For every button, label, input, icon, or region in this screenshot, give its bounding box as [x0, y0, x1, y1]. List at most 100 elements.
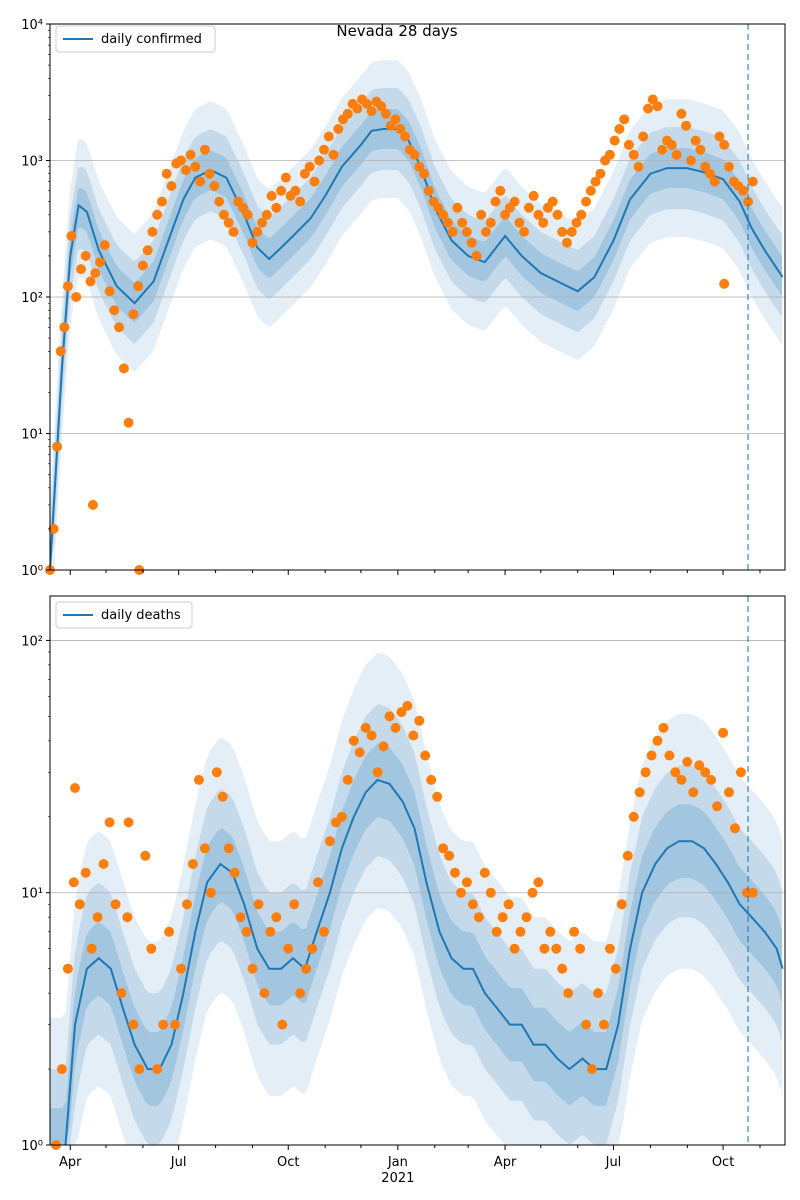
confirmed-observed-point — [628, 149, 639, 160]
x-tick-label: Jul — [605, 1155, 622, 1170]
deaths-observed-point — [313, 877, 323, 888]
deaths-observed-point — [265, 926, 276, 937]
deaths-observed-point — [336, 811, 347, 822]
deaths-observed-point — [289, 899, 300, 910]
confirmed-observed-point — [495, 185, 506, 196]
confirmed-observed-point — [59, 322, 70, 333]
deaths-observed-point — [68, 877, 79, 888]
x-year-label: 2021 — [381, 1171, 414, 1186]
deaths-observed-point — [694, 760, 705, 771]
confirmed-observed-point — [519, 226, 530, 237]
deaths-observed-point — [622, 850, 633, 861]
confirmed-model-line — [50, 128, 784, 570]
deaths-observed-point — [74, 899, 85, 910]
confirmed-observed-point — [390, 114, 401, 125]
deaths-y-tick-label: 10¹ — [21, 887, 43, 902]
deaths-observed-point — [70, 783, 80, 793]
confirmed-y-tick-label: 10⁴ — [21, 18, 43, 33]
deaths-observed-point — [348, 735, 359, 746]
confirmed-observed-point — [433, 202, 444, 213]
deaths-observed-point — [384, 711, 395, 722]
confirmed-observed-point — [461, 226, 472, 237]
deaths-observed-point — [670, 767, 681, 778]
confirmed-observed-point — [538, 217, 549, 228]
confirmed-observed-point — [123, 417, 134, 428]
deaths-gridlines — [50, 640, 785, 894]
confirmed-observed-point — [676, 108, 687, 119]
deaths-observed-point — [628, 811, 639, 822]
deaths-observed-point — [557, 963, 568, 974]
deaths-observed-point — [610, 963, 621, 974]
confirmed-observed-point — [109, 305, 120, 316]
deaths-observed-point — [92, 912, 103, 923]
confirmed-observed-point — [323, 131, 334, 142]
confirmed-observed-point — [247, 237, 258, 248]
confirmed-observed-point — [709, 176, 720, 187]
confirmed-observed-point — [161, 168, 172, 179]
confirmed-observed-point — [342, 108, 353, 119]
confirmed-observed-point — [590, 176, 601, 187]
deaths-observed-point — [372, 767, 383, 778]
deaths-observed-point — [128, 1019, 139, 1030]
deaths-observed-point — [140, 850, 151, 861]
confirmed-model-median-line — [50, 128, 784, 570]
confirmed-observed-point — [80, 250, 91, 261]
confirmed-y-tick-label: 10² — [21, 291, 43, 306]
deaths-observed-point — [527, 887, 538, 898]
confirmed-observed-point — [566, 226, 577, 237]
confirmed-observed-point — [290, 185, 301, 196]
confirmed-observed-point — [442, 217, 453, 228]
confirmed-observed-point — [66, 231, 77, 241]
deaths-uncertainty-bands — [50, 652, 782, 1145]
x-tick-label: Oct — [277, 1155, 299, 1170]
deaths-observed-point — [247, 963, 258, 974]
confirmed-observed-point — [452, 202, 463, 213]
deaths-observed-point — [551, 943, 562, 954]
deaths-observed-point — [426, 774, 437, 785]
deaths-observed-point — [158, 1019, 169, 1030]
deaths-observed-point — [664, 750, 675, 761]
confirmed-observed-point — [55, 346, 66, 357]
chart-title: Nevada 28 days — [336, 22, 457, 40]
deaths-y-tick-label: 10² — [21, 634, 43, 649]
deaths-model-median-line — [64, 778, 784, 1145]
deaths-observed-point — [301, 963, 312, 974]
confirmed-observed-point — [576, 209, 587, 220]
deaths-observed-point — [205, 887, 216, 898]
deaths-observed-point — [80, 867, 91, 878]
confirmed-observed-point — [87, 499, 98, 510]
deaths-observed-point — [110, 899, 121, 910]
deaths-observed-point — [134, 1064, 145, 1075]
deaths-observed-point — [521, 912, 532, 923]
deaths-observed-point — [122, 912, 133, 923]
confirmed-observed-point — [533, 209, 544, 220]
deaths-observed-point — [718, 727, 729, 738]
confirmed-observed-point — [52, 441, 63, 452]
confirmed-observed-point — [128, 309, 139, 320]
deaths-observed-point — [598, 1019, 609, 1030]
confirmed-observed-point — [376, 101, 387, 112]
confirmed-observed-point — [747, 176, 758, 187]
confirmed-observed-point — [471, 250, 482, 261]
confirmed-observed-point — [395, 124, 406, 134]
deaths-observed-point — [366, 730, 377, 741]
deaths-observed-point — [545, 926, 556, 937]
confirmed-observed-point — [261, 209, 272, 220]
confirmed-observed-point — [643, 103, 653, 114]
deaths-observed-point — [271, 912, 282, 923]
confirmed-observed-point — [137, 260, 148, 271]
x-tick-label: Apr — [494, 1155, 517, 1170]
confirmed-observed-point — [500, 209, 511, 220]
confirmed-observed-point — [457, 217, 468, 228]
confirmed-observed-point — [552, 209, 563, 220]
deaths-observed-point — [420, 750, 431, 761]
deaths-observed-point — [676, 774, 687, 785]
deaths-observed-point — [712, 801, 723, 812]
deaths-observed-point — [581, 1019, 592, 1030]
confirmed-uncertainty-bands — [50, 60, 782, 570]
confirmed-observed-point — [118, 363, 129, 374]
deaths-legend: daily deaths — [55, 601, 193, 629]
deaths-observed-point — [253, 899, 264, 910]
confirmed-observed-point — [609, 135, 620, 146]
confirmed-observed-point — [719, 139, 730, 150]
